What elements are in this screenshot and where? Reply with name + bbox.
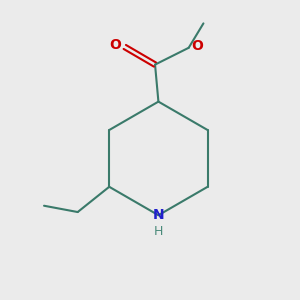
Text: H: H [154, 225, 163, 238]
Text: O: O [110, 38, 122, 52]
Text: N: N [153, 208, 164, 222]
Text: O: O [191, 39, 203, 53]
